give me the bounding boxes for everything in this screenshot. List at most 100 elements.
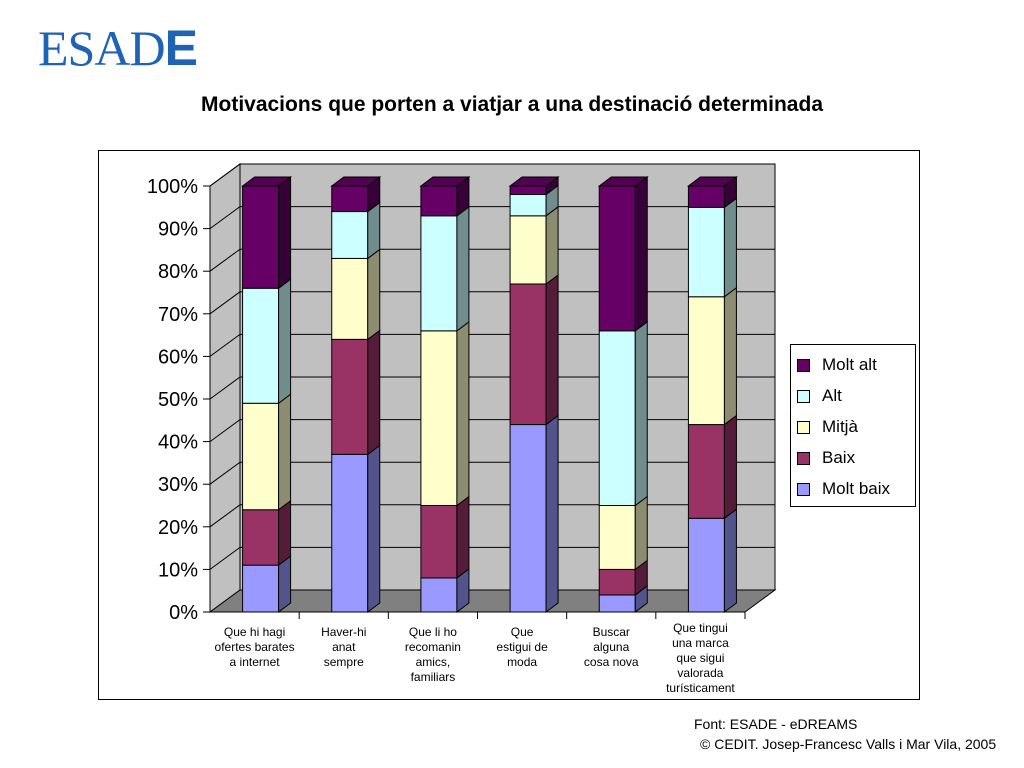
x-tick-label: anat (332, 640, 356, 654)
x-tick-label: familiars (411, 670, 456, 684)
y-tick-label: 60% (158, 346, 198, 368)
bar-segment-side (278, 393, 292, 511)
copyright-note: © CEDIT. Josep-Francesc Valls i Mar Vila… (700, 736, 997, 752)
x-tick-label: cosa nova (584, 655, 639, 669)
legend-item: Molt alt (797, 354, 877, 376)
legend-label: Molt alt (822, 355, 877, 374)
source-note: Font: ESADE - eDREAMS (694, 716, 858, 732)
bar-top (419, 176, 471, 187)
bar-segment (598, 594, 636, 613)
bar-segment-side (545, 414, 559, 613)
bar-segment-side (456, 320, 470, 507)
y-tick-label: 100% (147, 176, 198, 198)
chart-legend: Molt alt Alt Mitjà Baix Molt baix (790, 344, 916, 507)
bar-segment-side (723, 197, 737, 298)
bar-segment-side (545, 205, 559, 285)
bar-segment-side (634, 176, 648, 332)
bar-segment (331, 211, 369, 259)
x-tick-label: una marca (672, 636, 729, 650)
x-tick-label: Que (511, 625, 534, 639)
bar-segment-side (278, 176, 292, 290)
bar-segment (687, 296, 725, 426)
gridline (209, 163, 775, 187)
x-tick-label: sempre (324, 655, 364, 669)
bar-segment (420, 577, 458, 613)
legend-label: Mitjà (822, 417, 858, 436)
bar-segment (598, 185, 636, 332)
bar-segment (420, 330, 458, 506)
x-tick-label: a internet (230, 655, 281, 669)
gridline (209, 419, 775, 443)
gridline (209, 333, 775, 357)
x-tick-label: recomanin (405, 640, 461, 654)
legend-swatch (797, 451, 810, 465)
legend-swatch (797, 358, 810, 372)
bar-segment-side (456, 495, 470, 579)
x-tick-label: valorada (677, 666, 723, 680)
bar-segment (420, 505, 458, 579)
bar-segment (687, 206, 725, 298)
bar-segment (598, 330, 636, 506)
bar-segment-side (634, 495, 648, 571)
logo-text-last: E (164, 20, 198, 76)
bar-segment (331, 338, 369, 455)
bar-segment-side (278, 555, 292, 613)
bar-segment-side (278, 499, 292, 567)
gridline (209, 504, 775, 528)
bar-segment-side (723, 508, 737, 613)
legend-item: Mitjà (797, 416, 858, 438)
bar-segment (331, 257, 369, 340)
y-tick-label: 0% (169, 602, 198, 624)
bar-segment (509, 194, 547, 217)
bar-segment (242, 287, 280, 404)
y-tick-label: 90% (158, 219, 198, 241)
x-tick-label: Buscar (593, 625, 630, 639)
bar-top (686, 176, 738, 187)
bar-segment (242, 402, 280, 511)
bar-segment (420, 185, 458, 217)
gridline (209, 291, 775, 315)
legend-item: Baix (797, 447, 855, 469)
y-tick-label: 40% (158, 432, 198, 454)
gridline (209, 206, 775, 230)
bar-segment-side (634, 320, 648, 507)
y-tick-label: 10% (158, 559, 198, 581)
bar-segment (687, 517, 725, 613)
x-tick-label: ofertes barates (215, 640, 295, 654)
x-tick-label: que sigui (676, 651, 724, 665)
esade-logo: ESADE (38, 23, 198, 73)
legend-item: Molt baix (797, 478, 890, 500)
bar-segment-side (367, 248, 381, 341)
gridline (209, 248, 775, 272)
bar-segment (331, 453, 369, 613)
x-tick-label: Que li ho (409, 625, 457, 639)
bar-top (241, 176, 293, 187)
y-tick-label: 50% (158, 389, 198, 411)
logo-text: ESAD (38, 20, 166, 76)
bar-segment-side (367, 444, 381, 613)
y-tick-label: 80% (158, 261, 198, 283)
legend-label: Molt baix (822, 479, 891, 498)
bar-segment (331, 185, 369, 213)
y-tick-label: 70% (158, 304, 198, 326)
x-tick-label: estigui de (496, 640, 548, 654)
legend-swatch (797, 482, 810, 496)
bar-segment (242, 564, 280, 613)
bar-segment-side (723, 414, 737, 520)
x-tick-label: amics, (416, 655, 451, 669)
bar-segment-side (723, 286, 737, 426)
legend-label: Alt (822, 386, 842, 405)
bar-segment (242, 509, 280, 566)
bar-segment (420, 215, 458, 332)
bar-segment-side (367, 329, 381, 456)
x-tick-label: moda (507, 655, 537, 669)
bar-segment (509, 424, 547, 613)
bar-segment-side (367, 201, 381, 260)
bar-segment (509, 283, 547, 426)
x-tick-label: turísticament (666, 681, 735, 695)
bar-segment (509, 185, 547, 196)
y-tick-label: 30% (158, 474, 198, 496)
gridline (209, 461, 775, 485)
bar-segment (687, 185, 725, 208)
